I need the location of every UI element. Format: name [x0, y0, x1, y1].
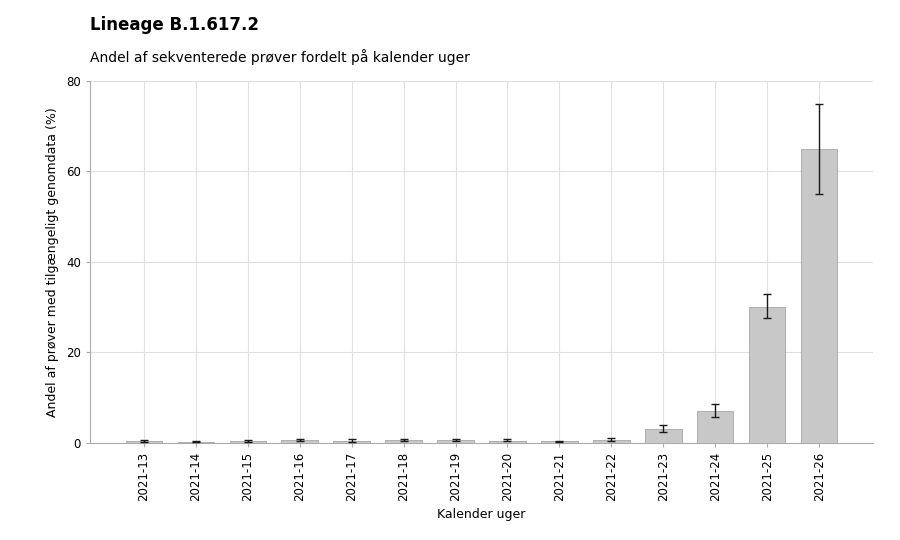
Bar — [801, 149, 837, 443]
Text: Lineage B.1.617.2: Lineage B.1.617.2 — [90, 16, 259, 34]
Bar — [593, 440, 630, 443]
Bar — [126, 441, 162, 443]
Bar — [541, 441, 578, 443]
Bar — [385, 440, 422, 443]
Bar — [490, 441, 526, 443]
Y-axis label: Andel af prøver med tilgængeligt genomdata (%): Andel af prøver med tilgængeligt genomda… — [46, 107, 59, 417]
Bar — [333, 441, 370, 443]
Text: Andel af sekventerede prøver fordelt på kalender uger: Andel af sekventerede prøver fordelt på … — [90, 49, 470, 65]
Bar — [230, 441, 266, 443]
Bar — [437, 440, 473, 443]
Bar — [645, 429, 681, 443]
Bar — [749, 307, 786, 443]
Bar — [282, 440, 318, 443]
Bar — [177, 442, 214, 443]
Bar — [698, 411, 733, 443]
X-axis label: Kalender uger: Kalender uger — [437, 508, 526, 521]
